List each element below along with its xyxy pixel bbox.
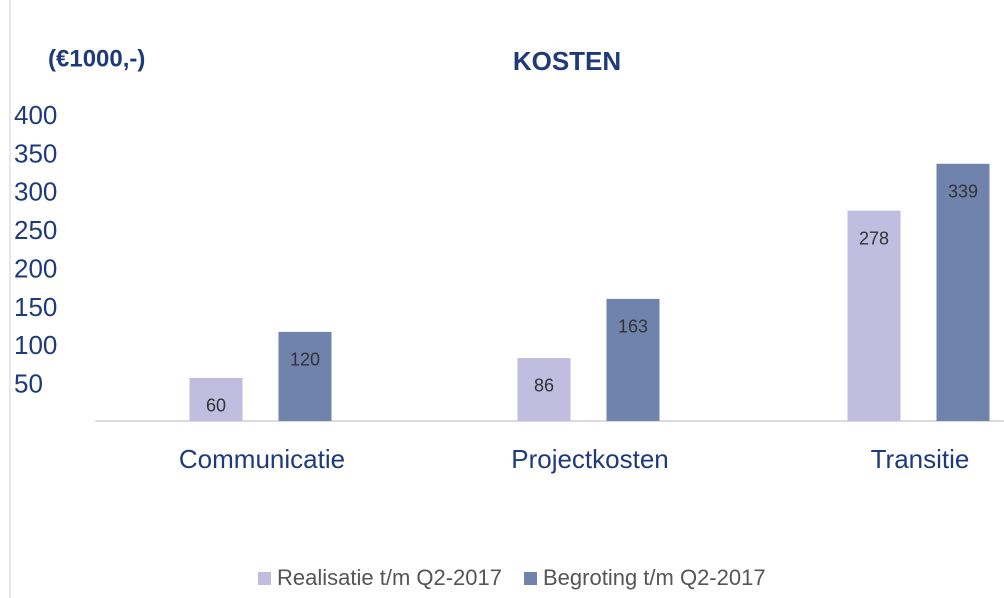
bar xyxy=(278,331,332,421)
bar xyxy=(189,377,243,421)
bar xyxy=(606,298,660,421)
value-label: 339 xyxy=(948,182,978,202)
y-tick-label: 250 xyxy=(14,215,57,245)
y-tick-label: 300 xyxy=(14,177,57,207)
legend-label: Begroting t/m Q2-2017 xyxy=(543,565,766,590)
value-label: 60 xyxy=(206,396,226,416)
y-tick-label: 350 xyxy=(14,138,57,168)
y-tick-label: 200 xyxy=(14,253,57,283)
x-tick-label: Transitie xyxy=(871,444,970,474)
y-tick-label: 100 xyxy=(14,330,57,360)
y-tick-label: 50 xyxy=(14,369,43,399)
value-label: 163 xyxy=(618,317,648,337)
x-tick-label: Projectkosten xyxy=(511,444,669,474)
bar xyxy=(936,163,990,421)
x-tick-label: Communicatie xyxy=(179,444,345,474)
bar xyxy=(847,210,901,421)
legend-swatch xyxy=(524,572,537,585)
chart-title: KOSTEN xyxy=(513,46,621,76)
value-label: 120 xyxy=(290,350,320,370)
legend-label: Realisatie t/m Q2-2017 xyxy=(277,565,502,590)
value-label: 86 xyxy=(534,376,554,396)
y-tick-label: 150 xyxy=(14,292,57,322)
value-label: 278 xyxy=(859,228,889,248)
bar xyxy=(517,357,571,421)
y-tick-label: 400 xyxy=(14,100,57,130)
legend-swatch xyxy=(258,572,271,585)
y-axis-label: (€1000,-) xyxy=(48,45,145,72)
